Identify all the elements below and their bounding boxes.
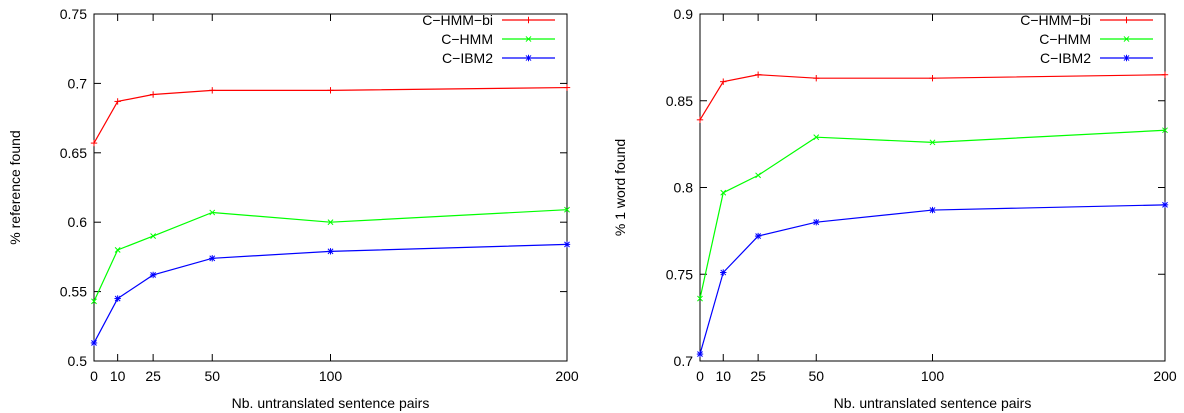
legend-label: C−HMM−bi [422, 12, 493, 28]
x-tick-label: 10 [110, 368, 126, 384]
y-tick-label: 0.9 [674, 6, 694, 22]
data-point [720, 78, 727, 85]
x-tick-label: 0 [696, 368, 704, 384]
legend-entry: C−IBM2 [1040, 50, 1153, 66]
x-axis-label: Nb. untranslated sentence pairs [834, 395, 1032, 411]
series-line [699, 129, 1166, 299]
y-tick-label: 0.6 [68, 214, 88, 230]
data-point [114, 247, 121, 253]
data-point [754, 232, 762, 240]
legend-marker [1123, 16, 1130, 24]
x-tick-label: 200 [1153, 368, 1177, 384]
data-point [696, 350, 704, 358]
x-tick-label: 100 [921, 368, 945, 384]
x-tick-label: 100 [319, 368, 343, 384]
data-point [720, 189, 727, 196]
data-point [1162, 127, 1168, 134]
legend-entry: C−HMM−bi [1020, 12, 1153, 28]
data-point [149, 91, 157, 98]
legend-entry: C−HMM [1039, 31, 1153, 47]
legend-label: C−IBM2 [1040, 50, 1091, 66]
series-0 [90, 84, 571, 147]
legend-entry: C−IBM2 [442, 50, 555, 66]
y-tick-label: 0.75 [60, 6, 87, 22]
data-point [929, 74, 936, 82]
data-point [90, 139, 98, 147]
y-tick-label: 0.5 [68, 353, 88, 369]
y-axis-label: % 1 word found [612, 139, 628, 236]
legend-label: C−IBM2 [442, 50, 493, 66]
data-point [697, 295, 703, 302]
legend-marker [1123, 36, 1130, 42]
data-point [327, 87, 334, 94]
data-point [813, 74, 820, 82]
data-point [813, 134, 820, 141]
x-tick-label: 0 [90, 368, 98, 384]
series-1 [697, 127, 1168, 302]
chart-word-found: 0.7 0.75 0.8 0.85 0.9 0 10 25 50 100 200 Nb. untran… [612, 6, 1177, 411]
series-line [93, 243, 568, 344]
y-tick-label: 0.65 [60, 145, 87, 161]
data-point [327, 219, 334, 226]
y-tick-label: 0.7 [674, 353, 694, 369]
y-axis-label: % reference found [7, 130, 23, 244]
data-point [209, 209, 216, 216]
series-line [699, 74, 1166, 121]
series-line [93, 86, 568, 144]
series-line [93, 209, 568, 302]
legend-entry: C−HMM [441, 31, 555, 47]
legend-marker [525, 54, 532, 62]
x-tick-label: 50 [204, 368, 220, 384]
data-point [1161, 71, 1169, 78]
data-point [564, 206, 570, 213]
data-point [813, 219, 820, 226]
data-point [149, 271, 157, 279]
series-1 [91, 206, 570, 305]
y-tick-label: 0.75 [666, 266, 693, 282]
data-point [754, 71, 762, 78]
series-0 [696, 71, 1169, 124]
y-tick-label: 0.85 [666, 93, 693, 109]
legend-marker [525, 16, 532, 24]
data-point [327, 248, 334, 255]
x-tick-label: 25 [145, 368, 161, 384]
x-tick-label: 25 [750, 368, 766, 384]
plot-frame [93, 13, 568, 362]
data-point [91, 298, 97, 305]
data-point [755, 172, 762, 179]
series-2 [90, 241, 571, 347]
data-point [696, 116, 704, 124]
legend-marker [1123, 54, 1130, 62]
data-point [209, 255, 216, 262]
series-2 [696, 201, 1169, 358]
legend-label: C−HMM−bi [1020, 12, 1091, 28]
y-tick-label: 0.8 [674, 180, 694, 196]
x-tick-label: 50 [808, 368, 824, 384]
legend-entry: C−HMM−bi [422, 12, 555, 28]
x-tick-label: 10 [715, 368, 731, 384]
data-point [563, 84, 571, 91]
data-point [1161, 201, 1169, 209]
series-line [699, 204, 1166, 355]
data-point [929, 139, 936, 146]
chart-reference-found: 0.5 0.55 0.6 0.65 0.7 0.75 0 10 25 50 100 200 Nb. un… [7, 6, 579, 411]
legend-marker [525, 36, 532, 42]
x-axis-label: Nb. untranslated sentence pairs [232, 395, 430, 411]
y-tick-label: 0.55 [60, 284, 87, 300]
x-tick-label: 200 [555, 368, 579, 384]
legend-label: C−HMM [1039, 31, 1091, 47]
y-tick-label: 0.7 [68, 75, 88, 91]
data-point [209, 87, 216, 94]
data-point [90, 339, 98, 347]
legend-label: C−HMM [441, 31, 493, 47]
data-point [150, 233, 157, 239]
plot-frame [699, 13, 1166, 362]
data-point [114, 295, 121, 302]
data-point [929, 206, 936, 214]
data-point [563, 241, 571, 248]
data-point [114, 98, 121, 105]
data-point [720, 269, 727, 276]
